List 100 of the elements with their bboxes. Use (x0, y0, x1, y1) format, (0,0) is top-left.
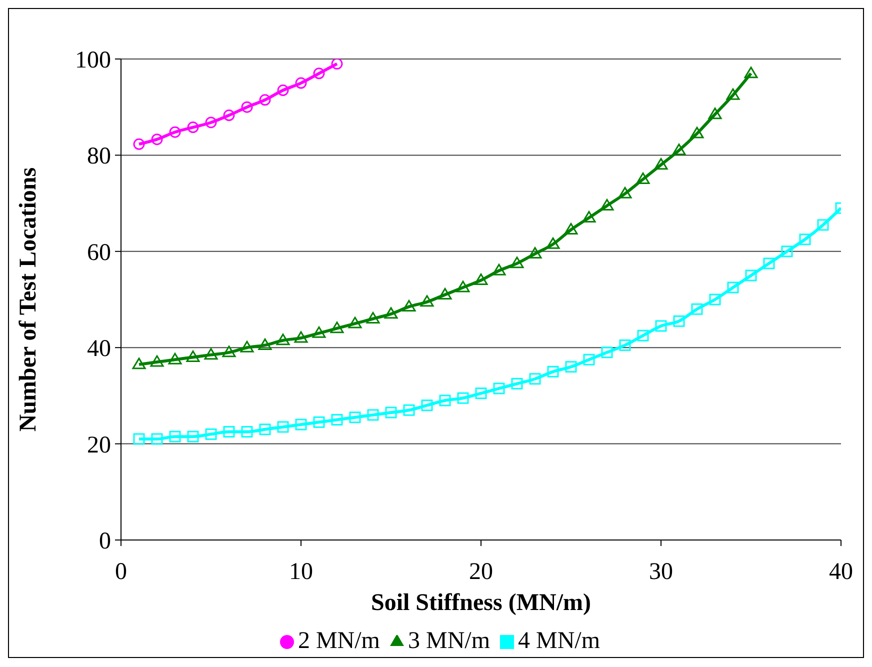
point (133, 433, 145, 445)
point (223, 110, 235, 122)
point (277, 421, 289, 433)
point (565, 361, 577, 373)
point (349, 412, 361, 424)
point (600, 198, 614, 210)
point (151, 433, 163, 445)
point (241, 426, 253, 438)
point (240, 340, 254, 352)
point (421, 400, 433, 412)
point (726, 88, 740, 100)
point (673, 315, 685, 327)
x-tick-label: 30 (649, 559, 673, 586)
point (222, 346, 236, 358)
point (528, 247, 542, 259)
point (132, 358, 146, 370)
point (511, 378, 523, 390)
point (187, 122, 199, 134)
point (438, 288, 452, 300)
point (475, 388, 487, 400)
legend-label: 2 MN/m (298, 628, 380, 654)
point (258, 338, 272, 350)
point (456, 280, 470, 292)
x-tick-label: 40 (829, 559, 853, 586)
point (169, 126, 181, 138)
point (205, 428, 217, 440)
point (403, 404, 415, 416)
point (186, 350, 200, 362)
point (763, 258, 775, 270)
point (331, 414, 343, 426)
point (187, 430, 199, 442)
point (259, 94, 271, 106)
point (601, 346, 613, 358)
point (150, 355, 164, 367)
point (420, 295, 434, 307)
point (366, 312, 380, 324)
point (168, 352, 182, 364)
y-tick-label: 40 (87, 336, 111, 362)
point (799, 234, 811, 246)
point (817, 219, 829, 231)
point (295, 77, 307, 89)
point (277, 84, 289, 96)
point (564, 223, 578, 235)
y-tick-label: 60 (87, 240, 111, 266)
point (223, 426, 235, 438)
point (241, 101, 253, 113)
y-tick-label: 100 (75, 48, 111, 74)
point (745, 270, 757, 282)
point (781, 246, 793, 258)
point (312, 326, 326, 338)
point (672, 144, 686, 156)
point (457, 392, 469, 404)
point (367, 409, 379, 421)
point (510, 256, 524, 268)
x-tick-label: 20 (469, 559, 493, 586)
point (313, 68, 325, 80)
point (655, 320, 667, 332)
point (708, 108, 722, 120)
point (133, 138, 145, 150)
point (691, 303, 703, 315)
point (727, 282, 739, 294)
point (493, 382, 505, 394)
point (331, 59, 343, 70)
point (709, 294, 721, 306)
point (583, 354, 595, 366)
y-tick-label: 80 (87, 144, 111, 170)
point (204, 348, 218, 360)
point (205, 116, 217, 128)
point (492, 264, 506, 276)
point (636, 172, 650, 184)
y-axis-title: Number of Test Locations (16, 167, 42, 432)
point (259, 424, 271, 436)
point (151, 134, 163, 146)
legend-label: 3 MN/m (408, 628, 490, 654)
point (546, 237, 560, 249)
point (294, 331, 308, 343)
point (439, 394, 451, 406)
point (295, 418, 307, 430)
x-axis-title: Soil Stiffness (MN/m) (371, 590, 591, 616)
point (348, 316, 362, 328)
y-tick-label: 20 (87, 432, 111, 458)
point (474, 274, 488, 286)
x-tick-label: 10 (289, 559, 313, 586)
point (313, 416, 325, 428)
point (637, 330, 649, 342)
legend-label: 4 MN/m (518, 628, 600, 654)
y-tick-label: 0 (99, 528, 111, 555)
point (654, 158, 668, 170)
point (744, 66, 758, 78)
point (582, 210, 596, 222)
point (690, 126, 704, 138)
x-tick-label: 0 (115, 559, 127, 586)
point (529, 373, 541, 385)
point (169, 430, 181, 442)
point (385, 406, 397, 418)
point (619, 339, 631, 351)
point (547, 366, 559, 378)
point (276, 334, 290, 346)
point (402, 300, 416, 312)
point (330, 322, 344, 334)
